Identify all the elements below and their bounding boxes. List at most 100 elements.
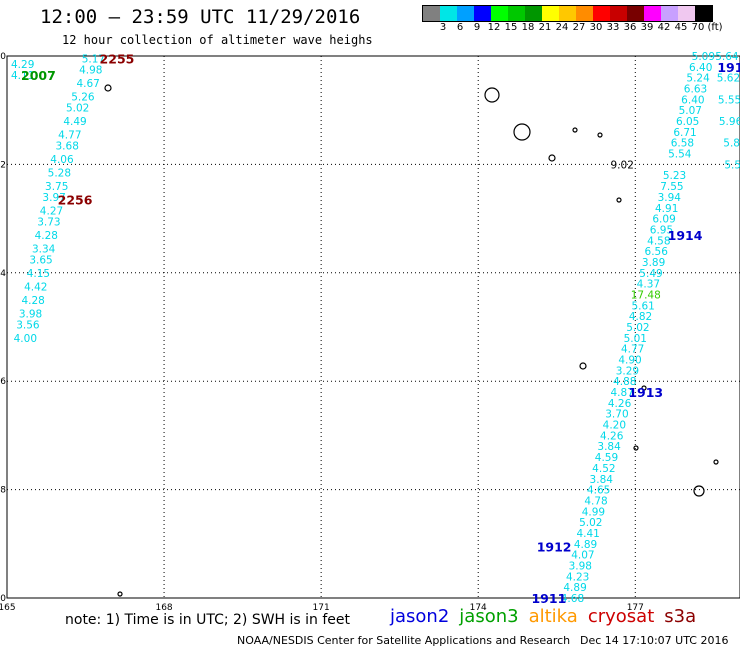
x-tick-label: 177 xyxy=(627,603,644,613)
x-tick-label: 174 xyxy=(470,603,487,613)
legend-tick-label: 39 xyxy=(640,22,654,33)
legend-tick-label: 3 xyxy=(439,22,447,33)
swh-value: 5.61 xyxy=(631,300,654,312)
swh-value: 4.23 xyxy=(566,571,589,583)
swh-value: 4.15 xyxy=(27,268,50,280)
island-outline xyxy=(117,591,123,597)
swh-value: 4.42 xyxy=(24,281,47,293)
color-legend xyxy=(422,5,713,22)
time-label: 2256 xyxy=(58,193,93,208)
swh-value: 5.02 xyxy=(579,517,602,529)
legend-swatch xyxy=(525,6,542,21)
legend-tick-label: 30 xyxy=(589,22,603,33)
swh-value: 5.5 xyxy=(724,159,740,171)
swh-value: 4.77 xyxy=(58,130,81,142)
swh-value: 4.00 xyxy=(14,333,37,345)
swh-value: 5.96 xyxy=(719,116,740,128)
satellite-label: cryosat xyxy=(587,606,655,627)
time-label: 2007 xyxy=(21,68,56,83)
satellite-label: s3a xyxy=(664,606,697,627)
swh-value: 5.62 xyxy=(717,73,740,85)
legend-tick-label: 15 xyxy=(504,22,518,33)
swh-value: 4.20 xyxy=(603,420,626,432)
swh-value: 6.40 xyxy=(681,94,704,106)
swh-value: 4.58 xyxy=(647,235,670,247)
satellite-label: altika xyxy=(528,606,578,627)
legend-tick-label: 6 xyxy=(456,22,464,33)
swh-value: 4.90 xyxy=(618,355,641,367)
y-tick-label: -2 xyxy=(0,160,6,170)
island-outline xyxy=(104,84,112,92)
legend-swatch xyxy=(474,6,491,21)
legend-swatch xyxy=(661,6,678,21)
swh-value: 4.87 xyxy=(611,387,634,399)
swh-value: 6.56 xyxy=(645,246,669,258)
island-outline xyxy=(513,123,531,141)
time-label: 1913 xyxy=(717,60,740,75)
swh-value: 6.71 xyxy=(673,127,696,139)
swh-value: 5.64 xyxy=(715,51,739,63)
island-outline xyxy=(713,459,719,465)
island-outline xyxy=(579,362,587,370)
swh-value: 5.01 xyxy=(624,333,647,345)
swh-value: 4.68 xyxy=(561,593,584,605)
legend-swatch xyxy=(542,6,559,21)
legend-tick-label: (ft) xyxy=(707,22,723,33)
legend-swatch xyxy=(678,6,695,21)
satellite-label: jason3 xyxy=(459,606,519,627)
island-outline xyxy=(484,87,500,103)
chart-title: 12:00 — 23:59 UTC 11/29/2016 xyxy=(40,6,361,28)
legend-swatch xyxy=(423,6,440,21)
swh-value: 4.91 xyxy=(655,203,678,215)
swh-value: 5.02 xyxy=(66,102,89,114)
swh-value: 4.99 xyxy=(582,506,605,518)
swh-value: 17.48 xyxy=(631,289,661,301)
timestamp: Dec 14 17:10:07 UTC 2016 xyxy=(580,634,729,647)
swh-value: 7.55 xyxy=(660,181,683,193)
swh-value: 3.29 xyxy=(616,365,639,377)
swh-value: 4.78 xyxy=(584,495,607,507)
y-tick-label: -4 xyxy=(0,269,6,279)
legend-tick-label: 70 xyxy=(691,22,705,33)
y-tick-label: -8 xyxy=(0,486,6,496)
swh-value: 4.52 xyxy=(592,463,615,475)
x-tick-label: 171 xyxy=(313,603,330,613)
legend-tick-label: 27 xyxy=(572,22,586,33)
swh-value: 3.56 xyxy=(16,319,40,331)
swh-value: 9.02 xyxy=(611,159,634,171)
swh-value: 3.89 xyxy=(642,257,665,269)
legend-ticks: 3 6 9 12 15 18 21 24 27 30 33 36 39 42 45 70 (ft) xyxy=(422,22,740,34)
footnote: note: 1) Time is in UTC; 2) SWH is in fe… xyxy=(65,612,351,628)
swh-value: 5.26 xyxy=(71,92,95,104)
time-label: 1913 xyxy=(628,385,663,400)
swh-value: 4.65 xyxy=(587,485,610,497)
swh-value: 5.8 xyxy=(723,138,740,150)
swh-value: 3.98 xyxy=(569,560,592,572)
island-outline xyxy=(597,132,603,138)
swh-value: 4.37 xyxy=(637,279,660,291)
swh-value: 4.77 xyxy=(621,344,644,356)
swh-value: 6.09 xyxy=(652,214,675,226)
swh-value: 3.84 xyxy=(597,441,621,453)
swh-value: 4.82 xyxy=(629,311,652,323)
swh-value: 5.09 xyxy=(692,51,715,63)
legend-swatch xyxy=(440,6,457,21)
island-outline xyxy=(693,485,705,497)
swh-value: 4.28 xyxy=(21,295,44,307)
legend-tick-label: 12 xyxy=(487,22,501,33)
time-label: 2255 xyxy=(100,52,135,67)
time-label: 1912 xyxy=(537,540,572,555)
swh-value: 4.26 xyxy=(600,430,624,442)
time-label: 1914 xyxy=(668,228,703,243)
x-tick-label: 168 xyxy=(155,603,172,613)
legend-swatch xyxy=(576,6,593,21)
plot-frame xyxy=(6,55,740,599)
satellite-label: jason2 xyxy=(390,606,450,627)
swh-value: 4.26 xyxy=(608,398,632,410)
time-label: 1911 xyxy=(531,591,566,606)
swh-value: 4.88 xyxy=(613,376,636,388)
swh-value: 5.07 xyxy=(679,105,702,117)
legend-swatch xyxy=(644,6,661,21)
island-outline xyxy=(633,445,639,451)
swh-value: 5.28 xyxy=(48,168,71,180)
